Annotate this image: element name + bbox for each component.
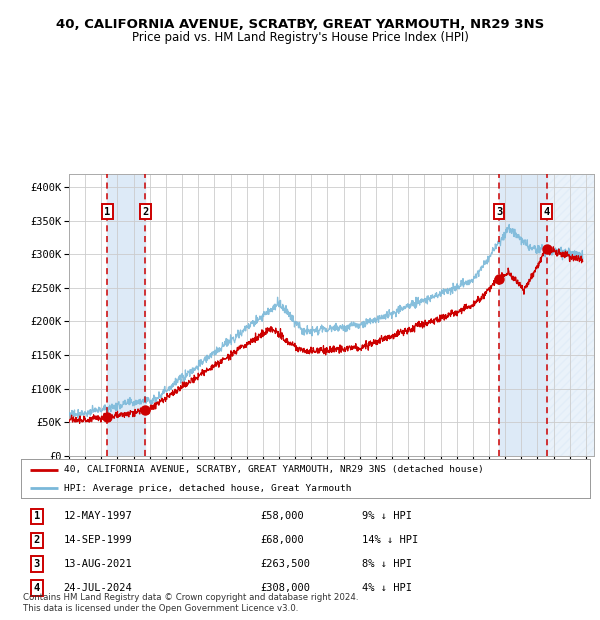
Text: 4: 4 [544,206,550,216]
Text: 40, CALIFORNIA AVENUE, SCRATBY, GREAT YARMOUTH, NR29 3NS: 40, CALIFORNIA AVENUE, SCRATBY, GREAT YA… [56,19,544,31]
Text: 24-JUL-2024: 24-JUL-2024 [64,583,133,593]
Text: £68,000: £68,000 [260,536,304,546]
Bar [547,174,600,456]
Bar [107,174,145,456]
Text: HPI: Average price, detached house, Great Yarmouth: HPI: Average price, detached house, Grea… [64,484,351,493]
Text: 14-SEP-1999: 14-SEP-1999 [64,536,133,546]
Text: 2: 2 [142,206,148,216]
Text: 12-MAY-1997: 12-MAY-1997 [64,512,133,521]
Text: 8% ↓ HPI: 8% ↓ HPI [362,559,412,569]
Text: £58,000: £58,000 [260,512,304,521]
Text: £308,000: £308,000 [260,583,310,593]
Text: 3: 3 [34,559,40,569]
Text: 4% ↓ HPI: 4% ↓ HPI [362,583,412,593]
Text: 1: 1 [104,206,110,216]
Text: 1: 1 [34,512,40,521]
Text: 3: 3 [496,206,502,216]
Text: Contains HM Land Registry data © Crown copyright and database right 2024.
This d: Contains HM Land Registry data © Crown c… [23,593,358,613]
Bar [499,174,547,456]
Text: 40, CALIFORNIA AVENUE, SCRATBY, GREAT YARMOUTH, NR29 3NS (detached house): 40, CALIFORNIA AVENUE, SCRATBY, GREAT YA… [64,465,484,474]
Text: 13-AUG-2021: 13-AUG-2021 [64,559,133,569]
Text: 9% ↓ HPI: 9% ↓ HPI [362,512,412,521]
Text: £263,500: £263,500 [260,559,310,569]
Text: 2: 2 [34,536,40,546]
Text: Price paid vs. HM Land Registry's House Price Index (HPI): Price paid vs. HM Land Registry's House … [131,31,469,43]
Text: 14% ↓ HPI: 14% ↓ HPI [362,536,419,546]
Text: 4: 4 [34,583,40,593]
